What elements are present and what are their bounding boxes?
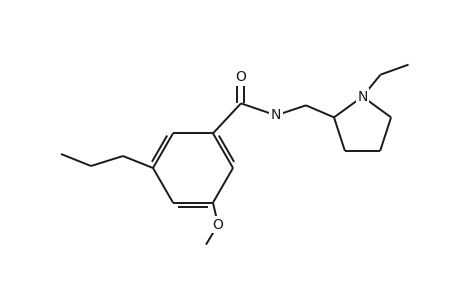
Text: N: N xyxy=(270,108,280,122)
Text: O: O xyxy=(235,70,246,84)
Text: N: N xyxy=(357,90,367,104)
Text: O: O xyxy=(212,218,223,232)
